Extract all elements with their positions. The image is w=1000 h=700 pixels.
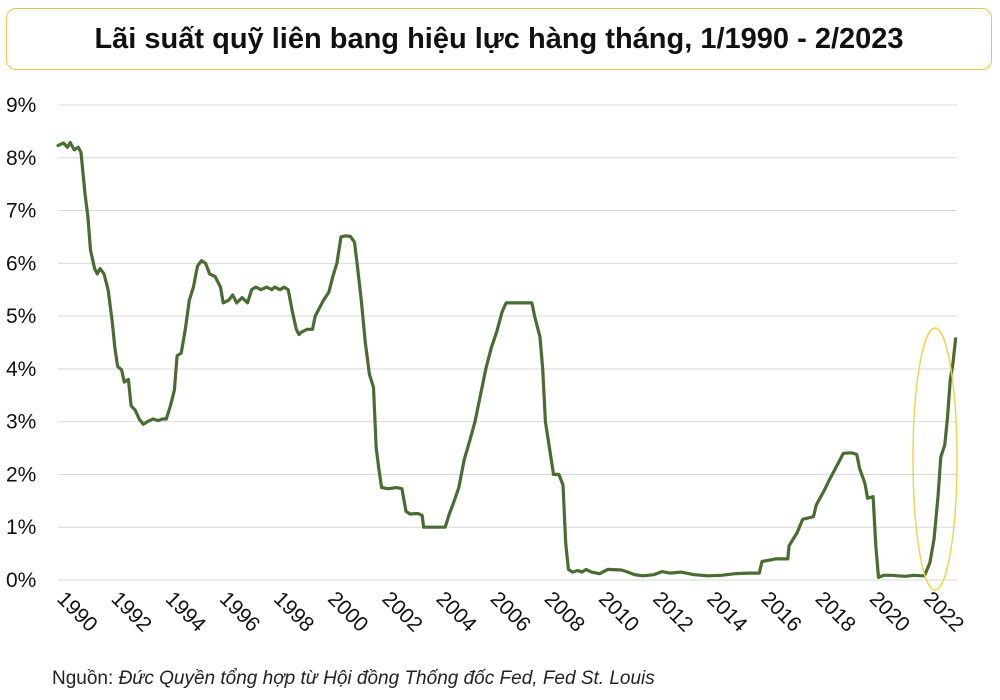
x-tick-label: 2000 bbox=[323, 587, 372, 636]
y-tick-label: 3% bbox=[6, 411, 36, 434]
x-tick-label: 2018 bbox=[811, 587, 860, 636]
x-tick-label: 1998 bbox=[269, 587, 318, 636]
y-tick-label: 9% bbox=[6, 94, 36, 117]
x-tick-label: 1992 bbox=[107, 587, 156, 636]
y-tick-label: 6% bbox=[6, 252, 36, 275]
x-tick-label: 1994 bbox=[161, 587, 211, 637]
y-tick-label: 5% bbox=[6, 305, 36, 328]
x-tick-label: 2010 bbox=[594, 587, 643, 636]
y-tick-label: 8% bbox=[6, 147, 36, 170]
y-tick-label: 4% bbox=[6, 358, 36, 381]
x-tick-label: 2016 bbox=[757, 587, 806, 636]
x-tick-label: 2020 bbox=[865, 587, 914, 636]
x-tick-label: 1990 bbox=[52, 587, 101, 636]
source-note: Nguồn: Đức Quyền tổng hợp từ Hội đồng Th… bbox=[52, 668, 655, 690]
y-tick-label: 0% bbox=[6, 569, 36, 592]
x-tick-label: 2002 bbox=[377, 587, 426, 636]
highlight-ellipse bbox=[912, 327, 958, 591]
line-chart: 0% 1% 2% 3% 4% 5% 6% 7% 8% 9% 1990 1992 1994 1996 1998… bbox=[6, 94, 968, 637]
y-tick-label: 1% bbox=[6, 516, 36, 539]
source-text: Đức Quyền tổng hợp từ Hội đồng Thống đốc… bbox=[118, 668, 655, 689]
x-tick-label: 2014 bbox=[702, 587, 752, 637]
x-tick-label: 2008 bbox=[540, 587, 589, 636]
chart-title-box: Lãi suất quỹ liên bang hiệu lực hàng thá… bbox=[6, 8, 992, 70]
source-label: Nguồn: bbox=[52, 668, 114, 689]
x-tick-label: 2006 bbox=[486, 587, 535, 636]
y-tick-label: 7% bbox=[6, 200, 36, 223]
y-tick-label: 2% bbox=[6, 463, 36, 486]
chart-title: Lãi suất quỹ liên bang hiệu lực hàng thá… bbox=[94, 22, 904, 55]
x-tick-label: 2012 bbox=[648, 587, 697, 636]
x-tick-label: 1996 bbox=[215, 587, 264, 636]
x-tick-label: 2004 bbox=[432, 587, 482, 637]
x-tick-label: 2022 bbox=[919, 587, 968, 636]
series-line bbox=[56, 140, 958, 579]
